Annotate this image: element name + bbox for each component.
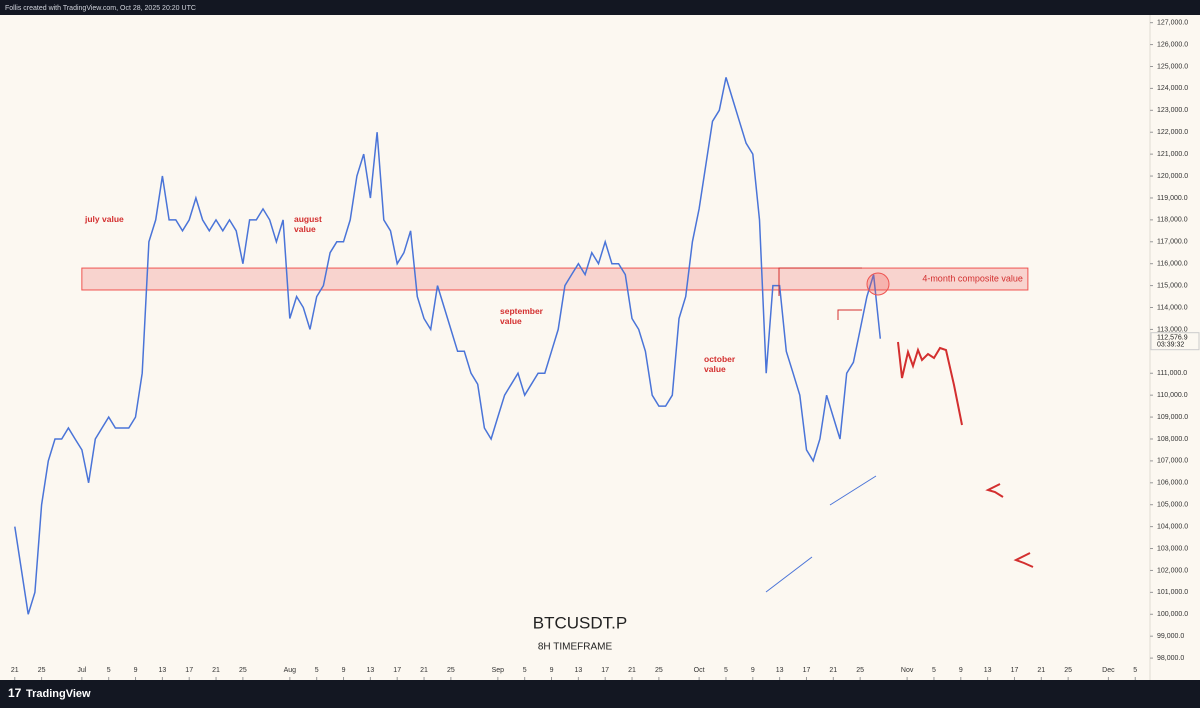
price-line (14, 77, 882, 615)
x-tick-label: 13 (366, 667, 374, 674)
y-tick-label: 106,000.0 (1157, 480, 1188, 487)
x-tick-label: Jul (77, 667, 86, 674)
level-mark (837, 309, 862, 320)
y-tick-label: 118,000.0 (1157, 217, 1188, 224)
x-tick-label: 9 (959, 667, 963, 674)
y-tick-label: 99,000.0 (1157, 633, 1184, 640)
level-mark (778, 267, 862, 296)
y-tick-label: 101,000.0 (1157, 589, 1188, 596)
x-tick-label: 17 (601, 667, 609, 674)
drawing (1013, 552, 1034, 568)
y-tick-label: 127,000.0 (1157, 20, 1188, 27)
x-tick-label: 25 (239, 667, 247, 674)
last-price-tag (1150, 332, 1200, 351)
x-tick-label: Aug (284, 667, 297, 674)
y-tick-label: 103,000.0 (1157, 545, 1188, 552)
x-tick-label: 21 (11, 667, 19, 674)
x-tick-label: Dec (1102, 667, 1115, 674)
x-tick-label: 17 (803, 667, 811, 674)
y-tick-label: 120,000.0 (1157, 173, 1188, 180)
x-tick-label: 17 (185, 667, 193, 674)
y-tick-label: 110,000.0 (1157, 392, 1188, 399)
x-tick-label: 13 (158, 667, 166, 674)
x-tick-label: 5 (724, 667, 728, 674)
footer-bar (0, 680, 1200, 708)
x-tick-label: Sep (492, 667, 505, 674)
x-tick-label: 25 (447, 667, 455, 674)
x-tick-label: 25 (856, 667, 864, 674)
chart-title: BTCUSDT.P (533, 613, 627, 632)
drawing (897, 341, 963, 426)
y-tick-label: 123,000.0 (1157, 107, 1188, 114)
y-tick-label: 108,000.0 (1157, 436, 1188, 443)
last-price-label: 112,576.9 (1157, 335, 1188, 342)
x-tick-label: 9 (550, 667, 554, 674)
y-tick-label: 107,000.0 (1157, 458, 1188, 465)
y-tick-label: 116,000.0 (1157, 261, 1188, 268)
x-tick-label: 5 (523, 667, 527, 674)
x-tick-label: 5 (107, 667, 111, 674)
x-tick-label: 13 (984, 667, 992, 674)
annotation: july value (85, 214, 124, 224)
x-tick-label: 13 (776, 667, 784, 674)
y-tick-label: 125,000.0 (1157, 63, 1188, 70)
y-tick-label: 104,000.0 (1157, 523, 1188, 530)
x-tick-label: 5 (315, 667, 319, 674)
y-tick-label: 122,000.0 (1157, 129, 1188, 136)
x-tick-label: 9 (134, 667, 138, 674)
y-tick-label: 117,000.0 (1157, 239, 1188, 246)
header-text: Follis created with TradingView.com, Oct… (5, 5, 196, 12)
x-tick-label: 21 (212, 667, 220, 674)
x-tick-label: 9 (342, 667, 346, 674)
value-band (81, 267, 1029, 291)
y-tick-label: 115,000.0 (1157, 282, 1188, 289)
annotation: august value (294, 214, 322, 234)
y-tick-label: 100,000.0 (1157, 611, 1188, 618)
y-tick-label: 126,000.0 (1157, 41, 1188, 48)
band-label: 4-month composite value (922, 273, 1023, 283)
chart-subtitle: 8H TIMEFRAME (538, 642, 613, 653)
x-tick-label: 5 (932, 667, 936, 674)
y-tick-label: 119,000.0 (1157, 195, 1188, 202)
drawing (985, 483, 1004, 498)
x-tick-label: Nov (901, 667, 914, 674)
y-tick-label: 121,000.0 (1157, 151, 1188, 158)
annotation: september value (500, 306, 543, 326)
y-tick-label: 124,000.0 (1157, 85, 1188, 92)
x-tick-label: 21 (420, 667, 428, 674)
x-tick-label: 21 (1037, 667, 1045, 674)
plot: 4-month composite value 98,000.0 99,000.0 1… (11, 20, 1200, 680)
x-tick-label: 21 (829, 667, 837, 674)
brand: TradingView (26, 688, 91, 700)
countdown: 03:39:32 (1157, 342, 1184, 349)
x-tick-label: 13 (574, 667, 582, 674)
highlight-circle (866, 272, 890, 296)
x-tick-label: Oct (694, 667, 705, 674)
x-tick-label: 21 (628, 667, 636, 674)
y-tick-label: 105,000.0 (1157, 502, 1188, 509)
y-tick-label: 114,000.0 (1157, 304, 1188, 311)
logo-mark: 17 (8, 686, 22, 700)
annotation: october value (704, 354, 736, 374)
x-tick-label: 17 (393, 667, 401, 674)
x-tick-label: 25 (1064, 667, 1072, 674)
x-tick-label: 5 (1133, 667, 1137, 674)
x-tick-label: 25 (38, 667, 46, 674)
y-tick-label: 98,000.0 (1157, 655, 1184, 662)
header-bar (0, 0, 1200, 15)
y-tick-label: 111,000.0 (1157, 370, 1187, 377)
trendline (765, 556, 813, 593)
x-tick-label: 17 (1011, 667, 1019, 674)
x-tick-label: 25 (655, 667, 663, 674)
x-tick-label: 9 (751, 667, 755, 674)
y-tick-label: 102,000.0 (1157, 567, 1188, 574)
y-tick-label: 109,000.0 (1157, 414, 1188, 421)
y-tick-label: 113,000.0 (1157, 326, 1188, 333)
trendline (829, 475, 877, 506)
